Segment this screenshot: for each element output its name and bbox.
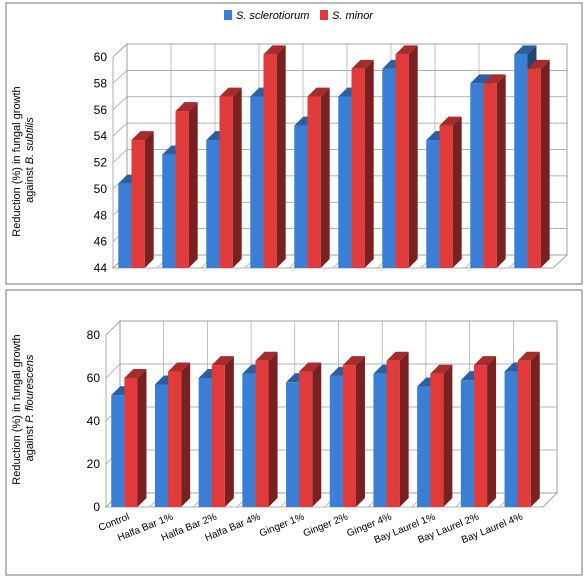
top-bar-s-minor-halfa-bar-4: [263, 45, 286, 268]
top-bar-s-minor-control: [131, 131, 154, 268]
bottom-floor-divider: [542, 492, 558, 508]
top-bar-s-minor-halfa-bar-1: [175, 102, 198, 268]
top-bar-s-minor-bay-laurel-1: [439, 116, 462, 268]
legend-label-s-minor: S. minor: [332, 10, 374, 22]
bottom-bar-s-minor-control: [124, 369, 147, 507]
top-y-tick-label: 60: [94, 50, 108, 64]
bottom-bar-s-minor-halfa-bar-2: [211, 356, 234, 507]
top-y-tick-label: 46: [94, 235, 108, 249]
top-floor-divider: [552, 254, 568, 269]
top-bar-s-minor-ginger-2: [351, 59, 374, 269]
top-bar-s-minor-halfa-bar-2: [219, 87, 242, 268]
top-y-tick-label: 56: [94, 103, 108, 117]
bottom-bar-s-minor-ginger-2: [342, 356, 365, 507]
bottom-y-axis-title: Reduction (%) in fungal growth against P…: [11, 331, 36, 484]
bottom-y-tick-label: 40: [87, 414, 101, 428]
top-y-axis-title: Reduction (%) in fungal growth against B…: [11, 83, 36, 236]
top-y-tick-label: 44: [94, 261, 108, 275]
bottom-bar-s-minor-bay-laurel-4: [517, 351, 540, 507]
bottom-y-tick-label: 0: [93, 500, 100, 514]
top-plot-area: 44 46 48 50 52 54 56 58 60: [94, 43, 569, 275]
bottom-y-tick-label: 80: [87, 328, 101, 342]
top-bar-s-minor-ginger-1: [307, 87, 330, 268]
legend-swatch-s-minor: [320, 10, 328, 20]
bottom-bar-s-minor-halfa-bar-1: [168, 362, 191, 507]
top-y-tick-label: 50: [94, 182, 108, 196]
top-y-tick-label: 52: [94, 156, 108, 170]
bottom-bar-s-minor-bay-laurel-1: [430, 364, 453, 507]
top-y-tick-label: 58: [94, 76, 108, 90]
legend-label-s-sclerotiorum: S. sclerotiorum: [236, 10, 309, 22]
bottom-bar-s-minor-halfa-bar-4: [255, 351, 278, 507]
top-bar-s-minor-ginger-4: [395, 45, 418, 268]
bottom-bar-s-minor-ginger-4: [386, 351, 409, 507]
top-bar-s-minor-bay-laurel-4: [527, 59, 550, 269]
legend-swatch-s-sclerotiorum: [224, 10, 232, 20]
bottom-y-tick-label: 60: [87, 371, 101, 385]
top-y-tick-label: 48: [94, 208, 108, 222]
bottom-bar-s-minor-ginger-1: [299, 362, 322, 507]
top-y-tick-label: 54: [94, 129, 108, 143]
legend: S. sclerotiorum S. minor: [224, 10, 374, 22]
bottom-bar-s-minor-bay-laurel-2: [473, 356, 497, 507]
top-bar-s-minor-bay-laurel-2: [483, 74, 506, 268]
bottom-y-tick-label: 20: [87, 457, 101, 471]
